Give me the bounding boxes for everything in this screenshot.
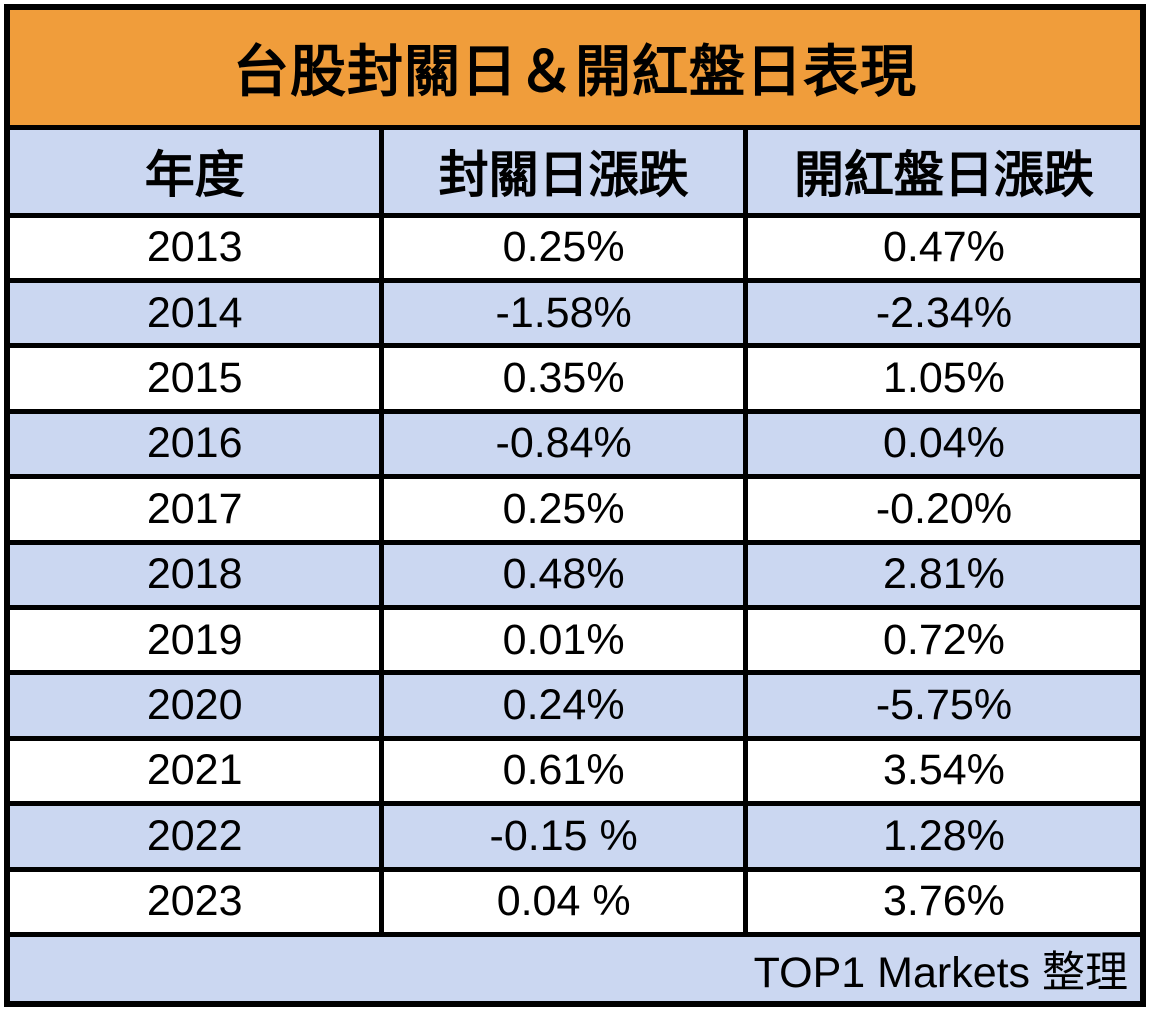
opening-day-value-cell: 0.72% (742, 604, 1146, 676)
closing-day-value-cell: 0.24% (379, 670, 748, 741)
opening-day-value-cell: 3.76% (742, 866, 1146, 938)
year-cell: 2013 (4, 212, 385, 283)
header-row: 年度 封關日漲跌 開紅盤日漲跌 (4, 124, 1146, 218)
table-row: 2015 0.35% 1.05% (4, 343, 1146, 414)
table-row: 2022 -0.15 % 1.28% (4, 801, 1146, 872)
closing-day-value-cell: 0.61% (379, 735, 748, 807)
year-cell: 2022 (4, 801, 385, 872)
opening-day-value-cell: 2.81% (742, 539, 1146, 610)
year-cell: 2018 (4, 539, 385, 610)
opening-day-value-cell: 1.28% (742, 801, 1146, 872)
table-title: 台股封關日＆開紅盤日表現 (4, 4, 1146, 130)
title-row: 台股封關日＆開紅盤日表現 (4, 4, 1146, 130)
opening-day-value-cell: 0.04% (742, 408, 1146, 480)
closing-day-value-cell: 0.25% (379, 474, 748, 545)
opening-day-value-cell: -5.75% (742, 670, 1146, 741)
performance-table: 台股封關日＆開紅盤日表現 年度 封關日漲跌 開紅盤日漲跌 2013 0.25% 0.… (4, 4, 1146, 1007)
table-row: 2023 0.04 % 3.76% (4, 866, 1146, 938)
year-cell: 2019 (4, 604, 385, 676)
opening-day-value-cell: 0.47% (742, 212, 1146, 283)
table-row: 2021 0.61% 3.54% (4, 735, 1146, 807)
closing-day-value-cell: -0.15 % (379, 801, 748, 872)
table-row: 2016 -0.84% 0.04% (4, 408, 1146, 480)
closing-day-value-cell: -1.58% (379, 277, 748, 349)
table-body: 2013 0.25% 0.47% 2014 -1.58% -2.34% 2015 0.35% 1… (4, 212, 1146, 938)
opening-day-value-cell: -2.34% (742, 277, 1146, 349)
opening-day-value-cell: -0.20% (742, 474, 1146, 545)
table-row: 2014 -1.58% -2.34% (4, 277, 1146, 349)
table-row: 2020 0.24% -5.75% (4, 670, 1146, 741)
column-header-opening-day: 開紅盤日漲跌 (742, 124, 1146, 218)
column-header-closing-day: 封關日漲跌 (379, 124, 748, 218)
source-credit: TOP1 Markets 整理 (4, 932, 1146, 1007)
closing-day-value-cell: -0.84% (379, 408, 748, 480)
opening-day-value-cell: 3.54% (742, 735, 1146, 807)
closing-day-value-cell: 0.04 % (379, 866, 748, 938)
closing-day-value-cell: 0.01% (379, 604, 748, 676)
opening-day-value-cell: 1.05% (742, 343, 1146, 414)
table-row: 2013 0.25% 0.47% (4, 212, 1146, 283)
year-cell: 2017 (4, 474, 385, 545)
closing-day-value-cell: 0.35% (379, 343, 748, 414)
column-header-year: 年度 (4, 124, 385, 218)
year-cell: 2021 (4, 735, 385, 807)
year-cell: 2020 (4, 670, 385, 741)
table-row: 2018 0.48% 2.81% (4, 539, 1146, 610)
table-row: 2019 0.01% 0.72% (4, 604, 1146, 676)
footer-row: TOP1 Markets 整理 (4, 932, 1146, 1007)
year-cell: 2016 (4, 408, 385, 480)
table-row: 2017 0.25% -0.20% (4, 474, 1146, 545)
year-cell: 2015 (4, 343, 385, 414)
closing-day-value-cell: 0.25% (379, 212, 748, 283)
year-cell: 2014 (4, 277, 385, 349)
closing-day-value-cell: 0.48% (379, 539, 748, 610)
year-cell: 2023 (4, 866, 385, 938)
